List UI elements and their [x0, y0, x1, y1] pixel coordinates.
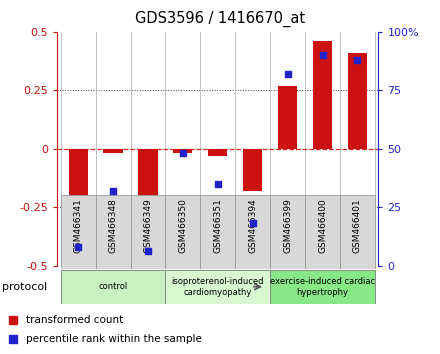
Text: GSM466394: GSM466394: [248, 198, 257, 253]
Text: GSM466350: GSM466350: [178, 198, 187, 253]
Bar: [131, 195, 165, 269]
Bar: [235, 195, 270, 269]
Bar: [61, 195, 95, 269]
Bar: [270, 195, 305, 269]
Text: protocol: protocol: [2, 282, 48, 292]
Point: [180, 150, 187, 156]
Text: transformed count: transformed count: [26, 315, 124, 325]
Point: [75, 244, 82, 250]
Text: GSM466401: GSM466401: [353, 198, 362, 253]
Text: GSM466341: GSM466341: [73, 198, 83, 253]
Bar: [61, 270, 165, 304]
Bar: [305, 195, 340, 269]
Bar: [278, 86, 297, 149]
Text: isoproterenol-induced
cardiomyopathy: isoproterenol-induced cardiomyopathy: [172, 277, 264, 297]
Bar: [243, 149, 262, 191]
Text: exercise-induced cardiac
hypertrophy: exercise-induced cardiac hypertrophy: [270, 277, 375, 297]
Text: GSM466351: GSM466351: [213, 198, 222, 253]
Text: GDS3596 / 1416670_at: GDS3596 / 1416670_at: [135, 11, 305, 27]
Text: GSM466400: GSM466400: [318, 198, 327, 253]
Point: [214, 181, 221, 187]
Bar: [103, 149, 123, 153]
Point: [110, 188, 117, 194]
Bar: [340, 195, 375, 269]
Bar: [208, 149, 227, 156]
Text: GSM466348: GSM466348: [109, 198, 117, 253]
Text: percentile rank within the sample: percentile rank within the sample: [26, 334, 202, 344]
Point: [354, 57, 361, 63]
Point: [284, 71, 291, 77]
Bar: [165, 270, 270, 304]
Text: GSM466349: GSM466349: [143, 198, 153, 253]
Point: [249, 221, 256, 226]
Bar: [173, 149, 192, 153]
Text: GSM466399: GSM466399: [283, 198, 292, 253]
Bar: [313, 41, 332, 149]
Bar: [69, 149, 88, 212]
Bar: [348, 53, 367, 149]
Bar: [200, 195, 235, 269]
Bar: [138, 149, 158, 223]
Point: [319, 52, 326, 58]
Point: [144, 249, 151, 254]
Bar: [95, 195, 131, 269]
Text: control: control: [99, 282, 128, 291]
Bar: [165, 195, 200, 269]
Bar: [270, 270, 375, 304]
